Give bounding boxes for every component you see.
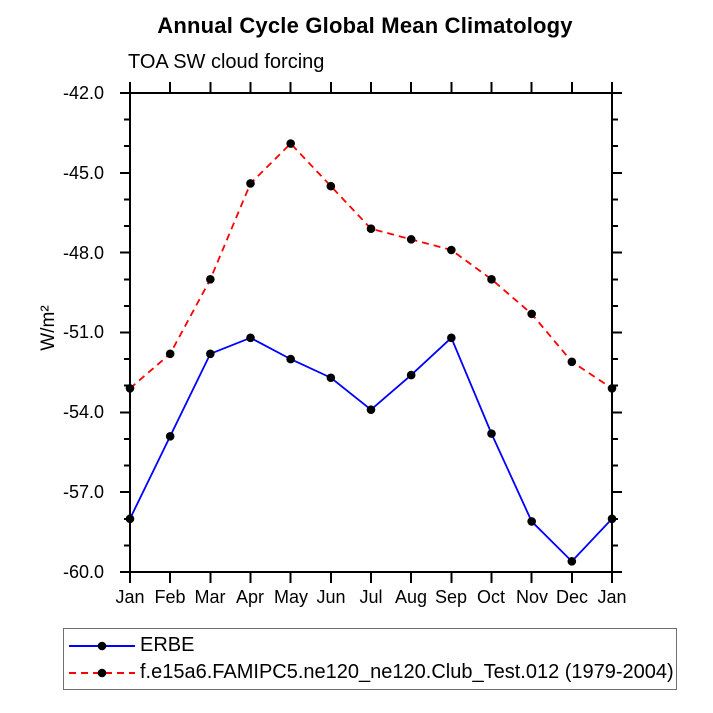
chart-title: Annual Cycle Global Mean Climatology: [157, 13, 573, 38]
x-tick-label: Dec: [555, 587, 588, 607]
chart-subtitle: TOA SW cloud forcing: [128, 51, 325, 73]
x-tick-label: Sep: [434, 587, 468, 607]
legend-swatch-icon: [69, 668, 135, 677]
legend-swatch-icon: [69, 641, 135, 650]
plot-area: [120, 82, 622, 583]
y-tick-label: -45.0: [62, 163, 104, 183]
legend-label: ERBE: [140, 634, 195, 656]
x-tick-label: Apr: [235, 587, 264, 607]
legend-item-model: f.e15a6.FAMIPC5.ne120_ne120.Club_Test.01…: [69, 659, 676, 686]
x-tick-label: Nov: [515, 587, 548, 607]
y-tick-label: -57.0: [62, 482, 104, 502]
x-tick-label: Feb: [154, 587, 186, 607]
legend-label: f.e15a6.FAMIPC5.ne120_ne120.Club_Test.01…: [140, 661, 674, 683]
x-tick-label: Mar: [194, 587, 226, 607]
y-tick-label: -54.0: [62, 402, 104, 422]
legend: ERBE f.e15a6.FAMIPC5.ne120_ne120.Club_Te…: [63, 628, 677, 690]
x-tick-label: Jun: [316, 587, 346, 607]
x-tick-label: Aug: [394, 587, 428, 607]
y-tick-label: -48.0: [62, 243, 104, 263]
x-tick-label: Jul: [359, 587, 383, 607]
y-tick-label: -60.0: [62, 562, 104, 582]
x-tick-label: Oct: [476, 587, 505, 607]
x-tick-label: Jan: [115, 587, 145, 607]
legend-item-erbe: ERBE: [69, 632, 676, 659]
y-tick-label: -42.0: [62, 83, 104, 103]
x-tick-label: Jan: [597, 587, 627, 607]
x-tick-label: May: [273, 587, 308, 607]
y-tick-label: -51.0: [62, 322, 104, 342]
